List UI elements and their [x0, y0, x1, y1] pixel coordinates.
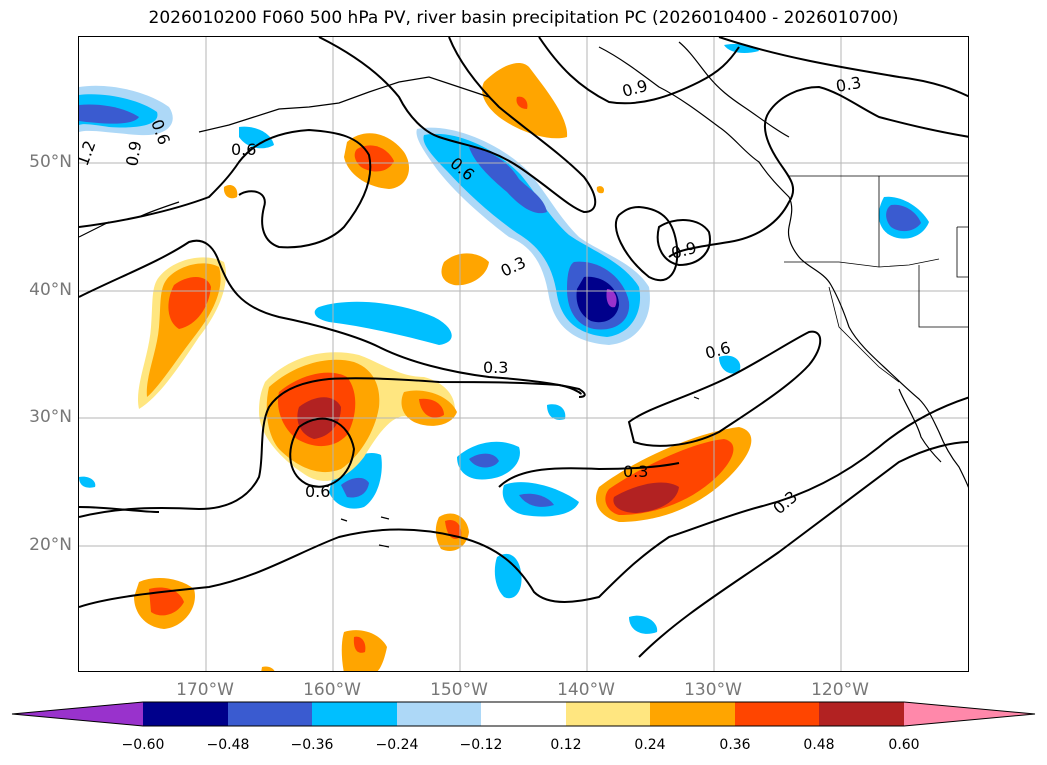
contour-label: 0.6	[231, 140, 256, 159]
contour-label: 0.3	[483, 358, 508, 377]
lon-label: 120°W	[811, 680, 869, 700]
pv-contours	[79, 37, 968, 658]
contour-label: 0.3	[769, 487, 801, 518]
colorbar-extend-max	[904, 702, 1035, 726]
colorbar-tick-label: −0.24	[375, 737, 419, 753]
map-canvas: 0.6 1.2 0.9 0.6 0.6 0.9 0.3 0.9 0.3 0.6 …	[79, 37, 968, 671]
contour-label: 0.9	[122, 139, 145, 167]
colorbar-segment	[228, 702, 312, 726]
lat-label: 40°N	[29, 280, 72, 300]
contour-label: 0.3	[834, 73, 862, 96]
colorbar-segment	[143, 702, 228, 726]
colorbar-outline	[11, 701, 1036, 727]
positive-anomaly-areas	[134, 62, 752, 671]
colorbar-tick-label: −0.60	[121, 737, 165, 753]
colorbar-segment	[481, 702, 566, 726]
lon-label: 170°W	[176, 680, 234, 700]
colorbar-tick-label: −0.48	[206, 737, 250, 753]
lon-label: 140°W	[557, 680, 615, 700]
lat-label: 20°N	[29, 535, 72, 555]
lon-label: 150°W	[430, 680, 488, 700]
lat-label: 50°N	[29, 152, 72, 172]
colorbar-segment	[819, 702, 904, 726]
colorbar-tick-label: 0.60	[888, 737, 920, 753]
contour-label: 0.9	[669, 238, 699, 263]
colorbar-segment	[397, 702, 481, 726]
colorbar-tick-label: −0.36	[290, 737, 334, 753]
coastlines	[79, 41, 968, 548]
colorbar-segment	[735, 702, 819, 726]
colorbar-tick-label: 0.36	[719, 737, 751, 753]
contour-label: 1.2	[79, 138, 99, 168]
colorbar-segment	[312, 702, 397, 726]
contour-label: 0.9	[620, 76, 650, 101]
colorbar-segment	[650, 702, 735, 726]
map-panel[interactable]: 0.6 1.2 0.9 0.6 0.6 0.9 0.3 0.9 0.3 0.6 …	[78, 36, 969, 672]
map-title: 2026010200 F060 500 hPa PV, river basin …	[148, 8, 899, 28]
colorbar-extend-min	[12, 702, 143, 726]
contour-label: 0.6	[305, 482, 330, 501]
lat-label: 30°N	[29, 407, 72, 427]
colorbar-tick-label: −0.12	[459, 737, 503, 753]
colorbar-tick-label: 0.48	[803, 737, 835, 753]
colorbar-tick-label: 0.12	[550, 737, 582, 753]
contour-label: 0.3	[498, 253, 529, 281]
political-boundaries	[784, 175, 968, 383]
lon-label: 130°W	[684, 680, 742, 700]
graticule	[79, 37, 968, 671]
colorbar-segment	[566, 702, 650, 726]
contour-label: 0.3	[623, 462, 648, 481]
lon-label: 160°W	[303, 680, 361, 700]
colorbar	[11, 701, 1036, 727]
colorbar-tick-label: 0.24	[634, 737, 666, 753]
